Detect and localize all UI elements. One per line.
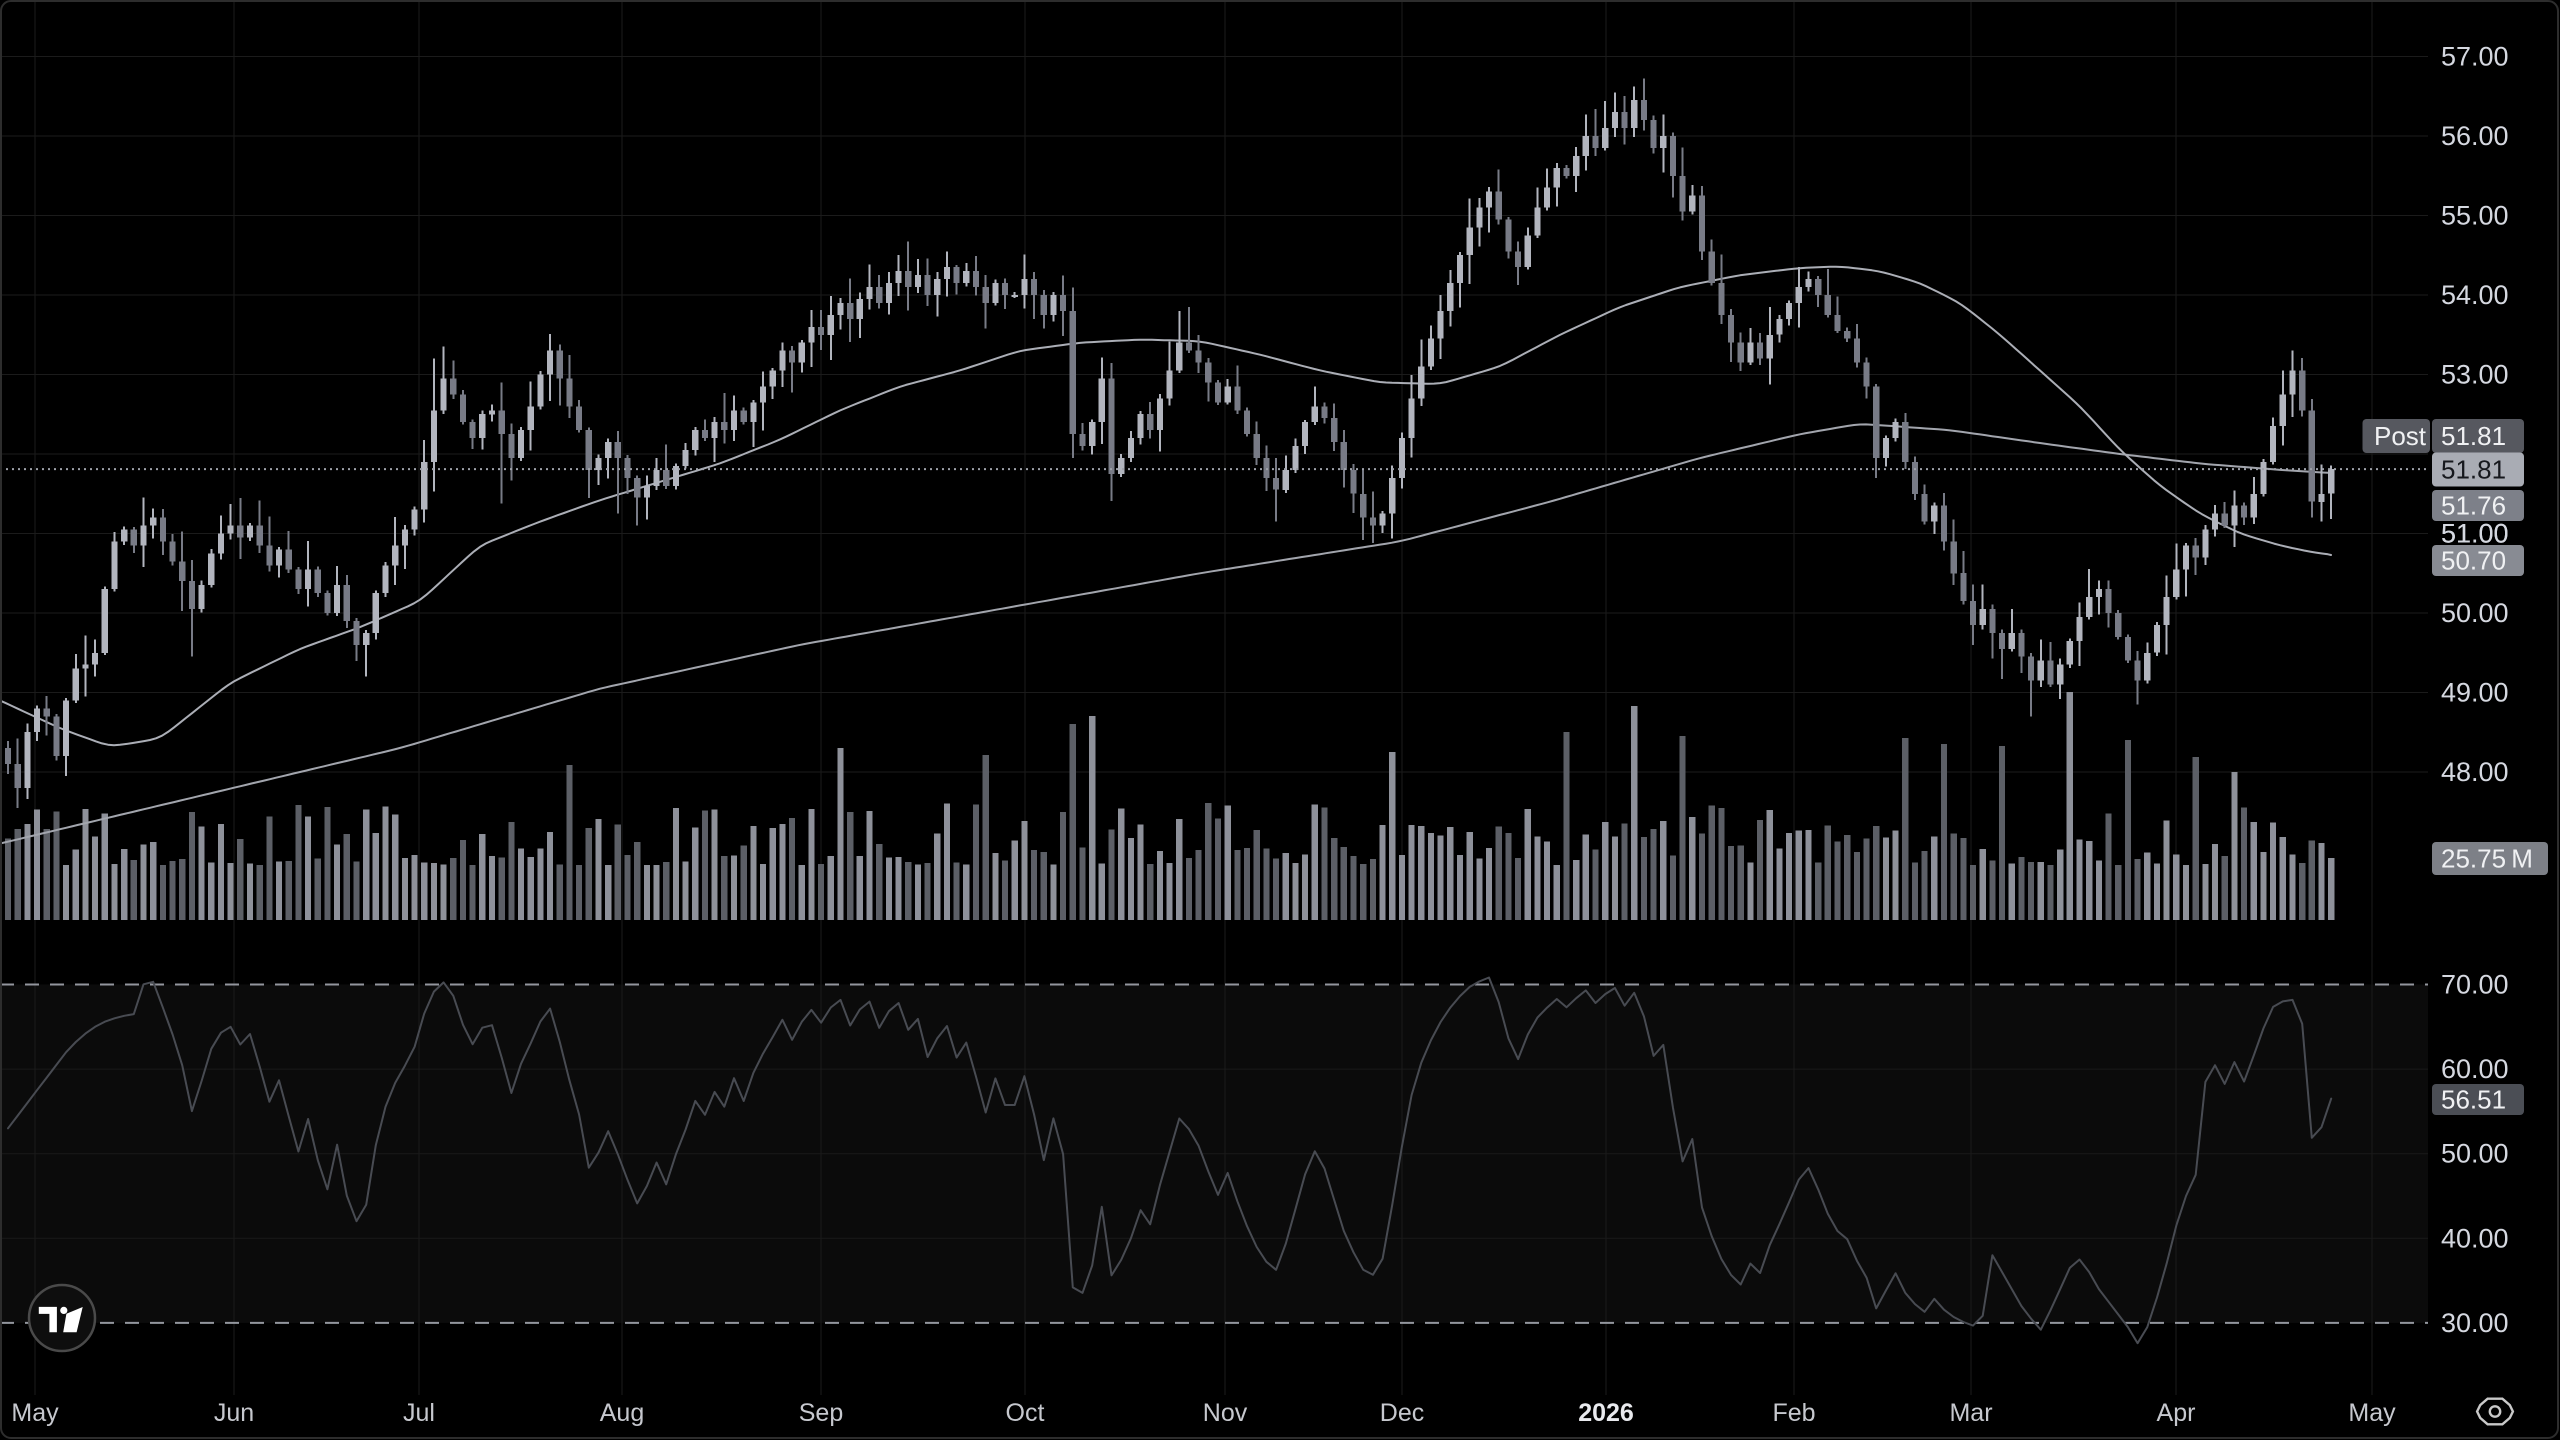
svg-text:Apr: Apr	[2157, 1399, 2196, 1427]
svg-text:56.51: 56.51	[2441, 1085, 2506, 1115]
svg-text:40.00: 40.00	[2441, 1223, 2509, 1253]
svg-text:30.00: 30.00	[2441, 1308, 2509, 1338]
svg-text:51.00: 51.00	[2441, 519, 2509, 549]
svg-text:70.00: 70.00	[2441, 970, 2509, 1000]
svg-text:Jul: Jul	[403, 1399, 435, 1427]
svg-text:Post: Post	[2374, 421, 2427, 451]
svg-text:60.00: 60.00	[2441, 1054, 2509, 1084]
svg-text:57.00: 57.00	[2441, 42, 2509, 72]
svg-text:54.00: 54.00	[2441, 280, 2509, 310]
svg-text:50.00: 50.00	[2441, 598, 2509, 628]
svg-text:May: May	[2348, 1399, 2396, 1427]
svg-text:May: May	[11, 1399, 59, 1427]
svg-text:49.00: 49.00	[2441, 678, 2509, 708]
svg-text:56.00: 56.00	[2441, 121, 2509, 151]
svg-text:Sep: Sep	[799, 1399, 843, 1427]
svg-text:25.75 M: 25.75 M	[2441, 844, 2533, 874]
svg-text:51.81: 51.81	[2441, 455, 2506, 485]
svg-text:2026: 2026	[1578, 1399, 1634, 1427]
svg-text:55.00: 55.00	[2441, 201, 2509, 231]
svg-text:Oct: Oct	[1006, 1399, 1045, 1427]
svg-text:Mar: Mar	[1949, 1399, 1992, 1427]
svg-text:51.76: 51.76	[2441, 491, 2506, 521]
svg-text:53.00: 53.00	[2441, 360, 2509, 390]
svg-text:Dec: Dec	[1380, 1399, 1424, 1427]
svg-text:51.00: 51.00	[2441, 519, 2509, 549]
svg-text:Aug: Aug	[600, 1399, 644, 1427]
svg-text:Feb: Feb	[1772, 1399, 1815, 1427]
svg-text:Jun: Jun	[214, 1399, 254, 1427]
svg-text:50.70: 50.70	[2441, 546, 2506, 576]
svg-text:48.00: 48.00	[2441, 757, 2509, 787]
svg-text:51.81: 51.81	[2441, 421, 2506, 451]
svg-text:50.00: 50.00	[2441, 1139, 2509, 1169]
svg-text:Nov: Nov	[1203, 1399, 1248, 1427]
